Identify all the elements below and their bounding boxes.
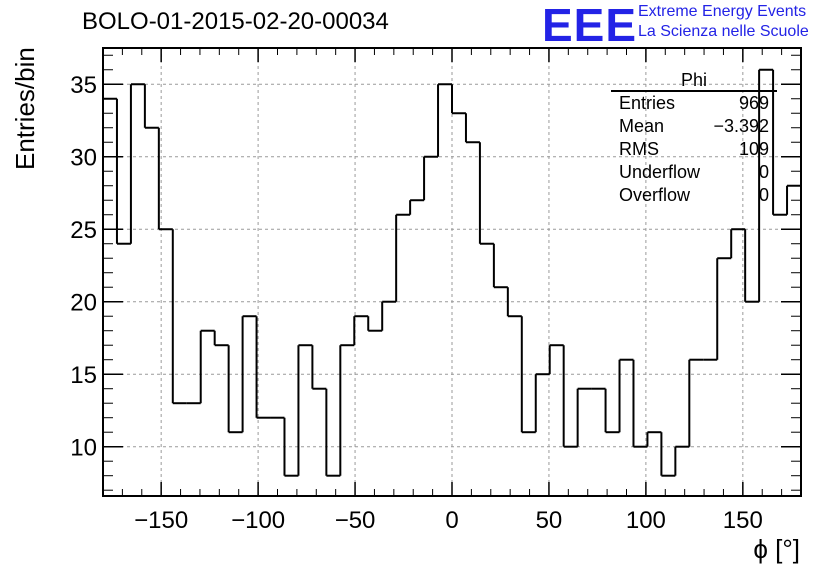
eee-logo: EEE	[542, 0, 638, 51]
x-tick-label: −150	[134, 507, 188, 534]
stats-value: 0	[758, 185, 769, 205]
stats-key: Mean	[619, 116, 665, 136]
y-tick-label: 20	[70, 290, 97, 317]
stats-key: Underflow	[619, 162, 701, 182]
stats-value: −3.392	[713, 116, 769, 136]
stats-row-overflow: Overflow 0	[611, 184, 777, 207]
x-tick-label: 100	[626, 507, 666, 534]
x-tick-label: −100	[231, 507, 285, 534]
logo-subtitle-line1: Extreme Energy Events	[638, 3, 807, 20]
x-tick-label: 50	[536, 507, 563, 534]
axes: −150 −100 −50 0 50 100 150 10 15 20 25 30 35	[70, 48, 802, 534]
y-tick-label: 30	[70, 145, 97, 172]
y-axis-label: Entries/bin	[10, 47, 40, 170]
y-tick-label: 15	[70, 362, 97, 389]
stats-row-mean: Mean −3.392	[611, 115, 777, 138]
stats-row-entries: Entries 969	[611, 92, 777, 115]
x-axis-label: ϕ [°]	[753, 534, 800, 564]
x-tick-label: −50	[335, 507, 376, 534]
y-tick-label: 10	[70, 435, 97, 462]
stats-row-underflow: Underflow 0	[611, 161, 777, 184]
stats-value: 109	[738, 139, 769, 159]
gridlines	[103, 48, 801, 496]
x-tick-label: 150	[723, 507, 763, 534]
stats-value: 969	[738, 93, 769, 113]
chart-title: BOLO-01-2015-02-20-00034	[82, 8, 389, 35]
stats-separator	[611, 90, 777, 92]
stats-value: 0	[758, 162, 769, 182]
histogram-bins	[103, 68, 801, 477]
stats-row-rms: RMS 109	[611, 138, 777, 161]
stats-key: Overflow	[619, 185, 691, 205]
x-tick-label: 0	[445, 507, 458, 534]
logo-subtitle-line2: La Scienza nelle Scuole	[638, 23, 809, 40]
stats-title: Phi	[680, 70, 707, 90]
stats-box: Phi Entries 969 Mean −3.392 RMS 109 Unde…	[611, 70, 777, 207]
stats-key: Entries	[619, 93, 676, 113]
y-tick-label: 25	[70, 217, 97, 244]
y-tick-label: 35	[70, 72, 97, 99]
stats-key: RMS	[619, 139, 659, 159]
